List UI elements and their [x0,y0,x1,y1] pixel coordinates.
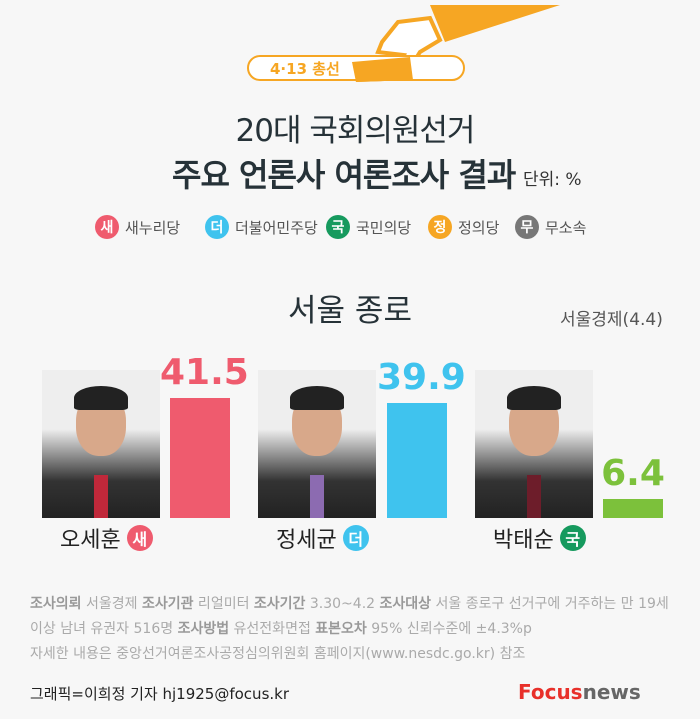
party-badge: 무 [515,215,539,239]
note-value: 서울경제 [81,596,142,612]
legend-label: 더불어민주당 [235,218,318,237]
name-text: 오세훈 [60,528,121,553]
party-badge: 더 [342,525,369,551]
party-badge: 더 [205,215,229,239]
hair [74,386,128,410]
data-label: 41.5 [160,352,249,393]
party-badge: 새 [95,215,119,239]
title-line2: 주요 언론사 여론조사 결과 [172,156,516,194]
poll-source: 서울경제(4.4) [560,310,663,330]
tie [94,475,108,518]
note-value: 3.30~4.2 [305,596,380,612]
legend-label: 정의당 [458,218,500,237]
notes-line3: 자세한 내용은 중앙선거여론조사공정심의위원회 홈페이지(www.nesdc.g… [30,646,526,662]
bar [170,398,230,518]
legend-item: 국 국민의당 [326,215,411,239]
party-badge: 국 [559,525,586,551]
legend-item: 무 무소속 [515,215,586,239]
tie [527,475,541,518]
note-key: 조사기관 [141,596,194,612]
party-badge: 정 [428,215,452,239]
legend-item: 정 정의당 [428,215,499,239]
survey-notes: 조사의뢰 서울경제 조사기관 리얼미터 조사기간 3.30~4.2 조사대상 서… [30,592,669,667]
legend-label: 무소속 [545,218,587,237]
unit-label: 단위: % [523,170,582,190]
note-key: 표본오차 [315,621,367,637]
note-key: 조사의뢰 [30,596,82,612]
note-value: 95% 신뢰수준에 ±4.3%p [366,621,532,637]
party-badge: 새 [126,525,153,551]
notes-line1: 조사의뢰 서울경제 조사기관 리얼미터 조사기간 3.30~4.2 조사대상 서… [30,592,669,617]
note-key: 조사방법 [177,621,230,637]
notes-line2: 이상 남녀 유권자 516명 조사방법 유선전화면접 표본오차 95% 신뢰수준… [30,617,669,642]
bar [603,499,663,518]
note-key: 조사기간 [253,596,306,612]
note-value: 리얼미터 [193,596,254,612]
candidate-name: 오세훈 새 [60,522,159,554]
logo-focus: Focus [518,680,583,704]
candidate-name: 박태순 국 [493,522,592,554]
logo-news: news [582,680,641,704]
name-text: 박태순 [493,528,554,553]
focusnews-logo: Focusnews [518,680,641,704]
candidate-photo [258,370,376,518]
election-tag-label: 4·13 총선 [270,60,340,78]
credit: 그래픽=이희정 기자 hj1925@focus.kr [30,685,290,703]
legend-label: 새누리당 [125,218,181,237]
name-text: 정세균 [276,528,337,553]
tie [310,475,324,518]
title-line1: 20대 국회의원선거 [235,113,476,149]
data-label: 39.9 [377,356,466,398]
legend-item: 새 새누리당 [95,215,180,239]
party-badge: 국 [326,215,350,239]
note-key: 조사대상 [379,596,432,612]
chart-title: 서울 종로 [288,293,412,329]
candidate-photo [475,370,593,518]
candidate-name: 정세균 더 [276,522,375,554]
note-value: 서울 종로구 선거구에 거주하는 만 19세 [431,596,669,612]
bar [387,402,447,518]
note-value: 이상 남녀 유권자 516명 [30,621,178,637]
candidate-photo [42,370,160,518]
hair [290,386,344,410]
hair [507,386,561,410]
hand-overlay [352,57,413,82]
note-value: 유선전화면접 [229,621,316,637]
legend-item: 더 더불어민주당 [205,215,318,239]
data-label: 6.4 [601,453,665,495]
legend-label: 국민의당 [356,218,412,237]
